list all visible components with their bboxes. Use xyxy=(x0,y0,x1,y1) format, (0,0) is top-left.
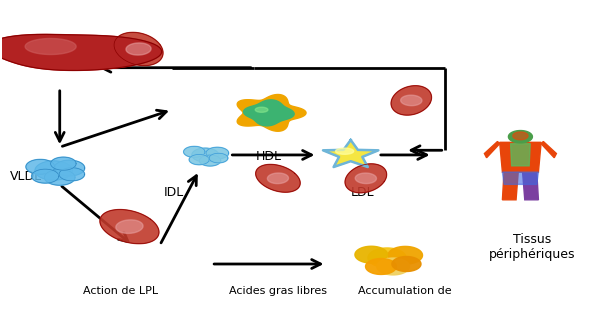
Polygon shape xyxy=(256,164,300,192)
Polygon shape xyxy=(237,95,306,131)
Text: Tissus
périphériques: Tissus périphériques xyxy=(489,233,576,261)
Polygon shape xyxy=(392,257,421,271)
Text: Acides gras libres: Acides gras libres xyxy=(229,286,327,296)
Polygon shape xyxy=(32,169,58,183)
Polygon shape xyxy=(345,164,387,193)
Text: LDL: LDL xyxy=(351,186,375,199)
Polygon shape xyxy=(189,155,209,165)
Polygon shape xyxy=(184,146,205,157)
Polygon shape xyxy=(126,43,151,55)
Polygon shape xyxy=(267,173,289,184)
Polygon shape xyxy=(100,210,159,244)
Polygon shape xyxy=(510,144,530,166)
Text: Action de LPL: Action de LPL xyxy=(83,286,158,296)
Polygon shape xyxy=(244,100,294,126)
Polygon shape xyxy=(401,95,422,106)
Polygon shape xyxy=(51,157,76,170)
Polygon shape xyxy=(199,155,220,166)
Polygon shape xyxy=(355,173,376,184)
Text: IDL: IDL xyxy=(164,186,184,199)
Polygon shape xyxy=(499,142,541,172)
Text: Accumulation de: Accumulation de xyxy=(359,286,452,296)
Polygon shape xyxy=(114,32,163,66)
Polygon shape xyxy=(206,147,228,159)
Polygon shape xyxy=(25,38,76,54)
Polygon shape xyxy=(509,131,532,143)
Polygon shape xyxy=(116,220,143,233)
Polygon shape xyxy=(54,160,85,176)
Polygon shape xyxy=(209,153,228,163)
Polygon shape xyxy=(355,246,388,263)
Polygon shape xyxy=(484,141,499,158)
Polygon shape xyxy=(0,34,161,70)
Polygon shape xyxy=(502,172,518,200)
Polygon shape xyxy=(368,248,406,268)
Polygon shape xyxy=(513,132,528,140)
Text: VLDL: VLDL xyxy=(9,170,41,183)
Polygon shape xyxy=(391,86,432,115)
Polygon shape xyxy=(377,258,409,275)
Polygon shape xyxy=(59,168,85,181)
Polygon shape xyxy=(502,172,538,184)
Text: HDL: HDL xyxy=(256,150,282,163)
Polygon shape xyxy=(336,148,354,154)
Polygon shape xyxy=(26,159,55,174)
Polygon shape xyxy=(541,141,557,158)
Polygon shape xyxy=(323,140,378,167)
Polygon shape xyxy=(365,259,396,275)
Polygon shape xyxy=(35,161,72,180)
Polygon shape xyxy=(388,246,423,264)
Polygon shape xyxy=(523,172,538,200)
Polygon shape xyxy=(255,107,268,112)
Polygon shape xyxy=(44,170,75,185)
Polygon shape xyxy=(192,148,219,162)
